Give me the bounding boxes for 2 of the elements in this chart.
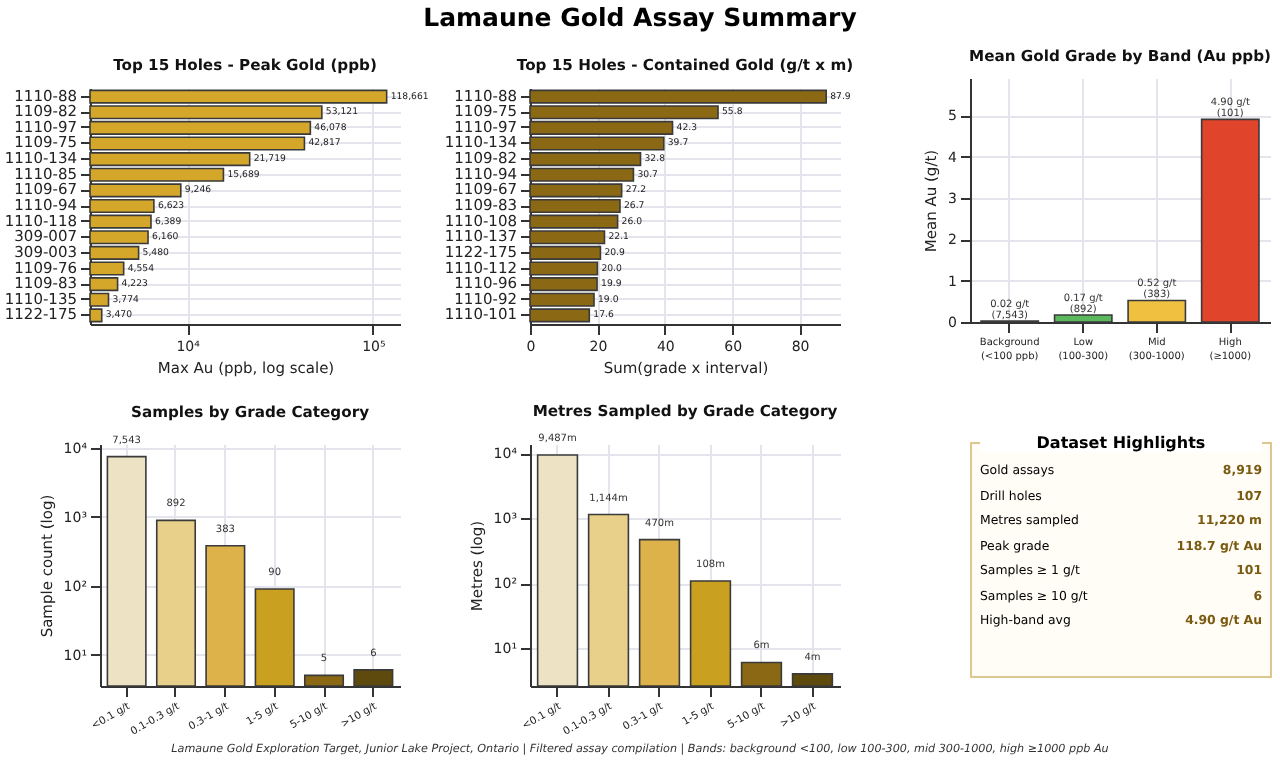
- text: Dataset Highlights: [980, 434, 1262, 452]
- text: Lamaune Gold Assay Summary: [421, 2, 859, 32]
